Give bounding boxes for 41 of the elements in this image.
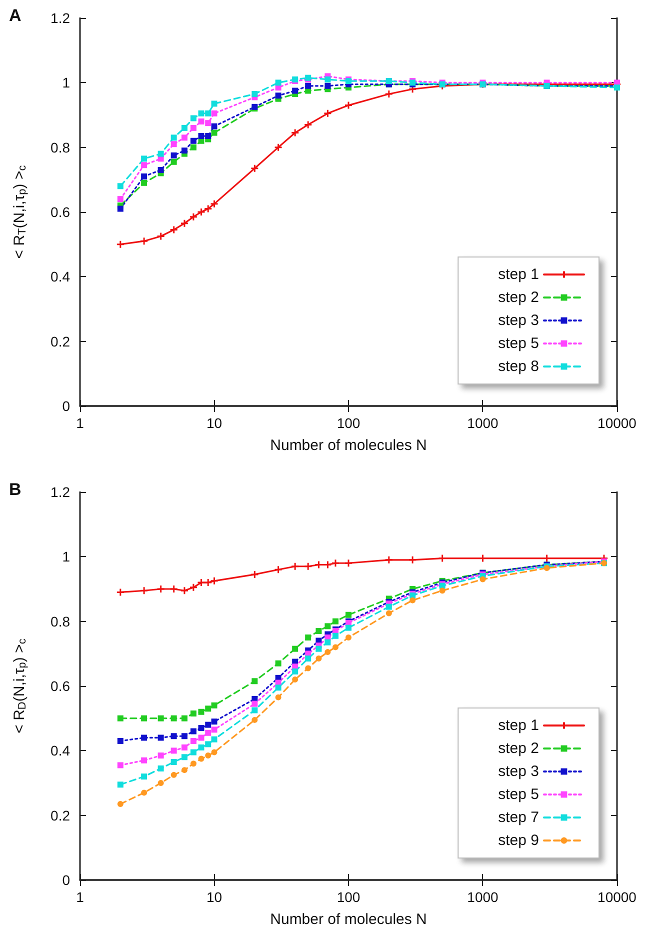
y-tick-label: 0.6: [50, 204, 70, 220]
y-tick-label: 1.2: [50, 10, 70, 26]
x-axis-title: Number of molecules N: [270, 911, 427, 928]
x-tick-label: 10000: [598, 889, 637, 905]
legend-label: step 9: [498, 832, 539, 849]
x-axis-title: Number of molecules N: [270, 437, 427, 454]
y-tick-label: 0.6: [50, 678, 70, 694]
y-tick-label: 0.8: [50, 139, 70, 156]
legend-label: step 5: [498, 786, 539, 803]
y-axis-title: < RD(N,i,τp) >c: [11, 638, 28, 734]
x-tick-label: 1000: [467, 415, 499, 431]
y-tick-label: 1.2: [50, 484, 70, 500]
legend-label: step 2: [498, 740, 539, 757]
y-tick-label: 0.4: [50, 268, 70, 285]
y-tick-label: 1: [62, 548, 70, 565]
chart-title: B: [9, 480, 22, 499]
x-tick-label: 100: [336, 415, 360, 431]
y-tick-label: 0: [62, 872, 70, 888]
y-tick-label: 0.2: [50, 807, 70, 824]
x-tick-label: 1: [76, 415, 84, 431]
legend-label: step 1: [498, 266, 539, 283]
x-tick-label: 10: [206, 889, 222, 905]
y-tick-label: 0.8: [50, 613, 70, 630]
y-axis-title: < RT(N,i,τp) >c: [11, 164, 28, 259]
y-tick-label: 0.2: [50, 333, 70, 350]
x-tick-label: 1000: [467, 889, 499, 905]
legend-label: step 1: [498, 717, 539, 734]
x-tick-label: 10000: [598, 415, 637, 431]
y-tick-label: 0: [62, 398, 70, 414]
y-tick-label: 1: [62, 74, 70, 91]
legend-label: step 8: [498, 358, 539, 375]
legend-label: step 2: [498, 289, 539, 306]
legend-label: step 3: [498, 312, 539, 329]
x-tick-label: 100: [336, 889, 360, 905]
x-tick-label: 10: [206, 415, 222, 431]
legend-label: step 7: [498, 809, 539, 826]
legend-label: step 3: [498, 763, 539, 780]
x-tick-label: 1: [76, 889, 84, 905]
chart-title: A: [9, 6, 22, 25]
y-tick-label: 0.4: [50, 742, 70, 759]
legend-label: step 5: [498, 335, 539, 352]
